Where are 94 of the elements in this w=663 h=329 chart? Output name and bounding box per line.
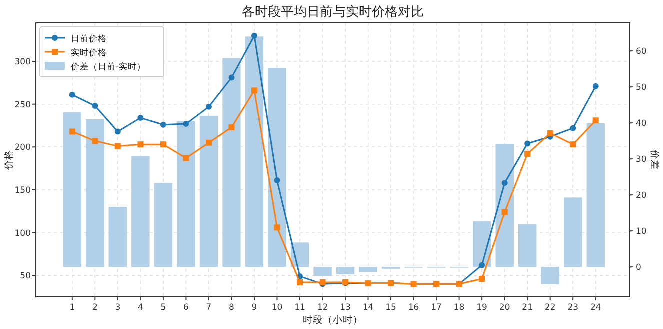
point (138, 115, 144, 122)
x-tick-label: 9 (252, 303, 258, 313)
x-tick-label: 7 (206, 303, 212, 313)
bar (154, 183, 173, 268)
x-tick-label: 22 (544, 303, 556, 313)
legend-label: 日前价格 (71, 34, 107, 44)
x-tick-label: 10 (272, 303, 283, 313)
point (69, 92, 76, 98)
x-axis-title: 时段（小时） (303, 314, 363, 326)
point (524, 151, 531, 158)
point (92, 138, 98, 144)
y-tick-label: 300 (14, 58, 31, 68)
point (479, 276, 486, 282)
bar (63, 112, 82, 268)
bar (177, 121, 196, 268)
point (183, 121, 190, 128)
point (479, 262, 486, 268)
point (228, 124, 235, 130)
x-tick-label: 1 (70, 303, 76, 313)
x-tick-label: 2 (92, 303, 98, 313)
point (251, 88, 258, 94)
bar (132, 156, 150, 268)
x-tick-label: 21 (522, 303, 533, 313)
bar (496, 144, 514, 268)
y2-tick-label: 50 (636, 83, 647, 94)
point (502, 209, 508, 216)
x-tick-label: 4 (138, 303, 144, 313)
y-tick-label: 150 (14, 186, 31, 196)
x-tick-label: 8 (229, 303, 234, 313)
point (114, 128, 121, 135)
y-tick-label: 200 (14, 143, 31, 154)
x-tick-label: 13 (340, 303, 351, 313)
y2-tick-label: 0 (636, 263, 642, 274)
x-tick-label: 6 (183, 303, 189, 313)
point (274, 178, 280, 184)
x-tick-label: 3 (115, 303, 121, 313)
x-tick-label: 20 (499, 303, 510, 313)
y2-tick-label: 60 (636, 47, 647, 58)
bar (245, 36, 264, 268)
point (138, 142, 144, 148)
x-tick-label: 14 (362, 303, 374, 313)
legend-label: 价差（日前-实时） (70, 62, 146, 72)
point (570, 142, 576, 148)
point (274, 224, 280, 231)
point (114, 143, 121, 150)
y-tick-label: 50 (20, 272, 31, 282)
bar (518, 224, 537, 268)
point (160, 122, 166, 128)
point (183, 155, 190, 162)
y2-tick-label: 10 (636, 227, 647, 238)
point (206, 104, 212, 110)
y2-tick-label: 40 (636, 119, 647, 130)
x-tick-label: 11 (294, 303, 306, 313)
bar (314, 267, 332, 276)
bar (200, 116, 218, 268)
y-axis-title: 价格 (3, 150, 15, 171)
bar (564, 198, 582, 268)
point (592, 83, 599, 90)
point (297, 279, 303, 286)
point (524, 140, 531, 147)
bar (108, 206, 128, 268)
bar (336, 267, 355, 274)
x-tick-label: 12 (317, 303, 328, 313)
y2-tick-label: 20 (636, 191, 647, 202)
point (206, 140, 212, 146)
point (92, 103, 98, 110)
point (251, 32, 258, 39)
bar (222, 58, 241, 268)
bar (359, 267, 378, 272)
point (228, 74, 235, 81)
y-tick-label: 100 (14, 228, 31, 239)
x-tick-label: 17 (431, 303, 442, 313)
x-tick-label: 23 (568, 303, 579, 313)
y2-tick-label: 30 (636, 155, 647, 166)
legend-label: 实时价格 (71, 48, 107, 58)
x-tick-label: 16 (408, 303, 420, 313)
x-tick-label: 15 (386, 303, 396, 313)
point (502, 180, 508, 186)
point (69, 128, 76, 135)
point (547, 130, 554, 136)
bar (268, 68, 286, 268)
chart-title: 各时段平均日前与实时价格对比 (242, 5, 424, 20)
x-tick-label: 18 (454, 303, 465, 313)
bar (586, 123, 605, 268)
bar (541, 267, 560, 284)
point (570, 125, 576, 132)
point (592, 118, 599, 124)
point (160, 142, 166, 148)
bar (86, 119, 104, 268)
x-tick-label: 19 (476, 303, 488, 313)
x-tick-label: 5 (160, 303, 166, 313)
y2-axis-title: 价差 (649, 149, 661, 170)
y-tick-label: 250 (14, 100, 31, 110)
x-tick-label: 24 (590, 303, 602, 313)
